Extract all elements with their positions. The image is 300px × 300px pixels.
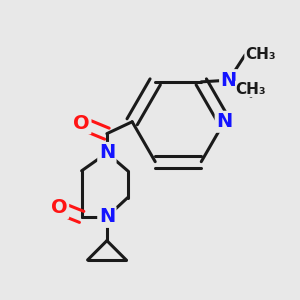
Text: N: N [99, 143, 115, 163]
Text: CH₃: CH₃ [245, 47, 276, 62]
Text: CH₃: CH₃ [236, 82, 266, 97]
Text: N: N [99, 207, 115, 226]
Text: N: N [220, 71, 237, 90]
Text: N: N [216, 112, 232, 131]
Text: O: O [51, 199, 68, 218]
Text: O: O [73, 114, 90, 133]
